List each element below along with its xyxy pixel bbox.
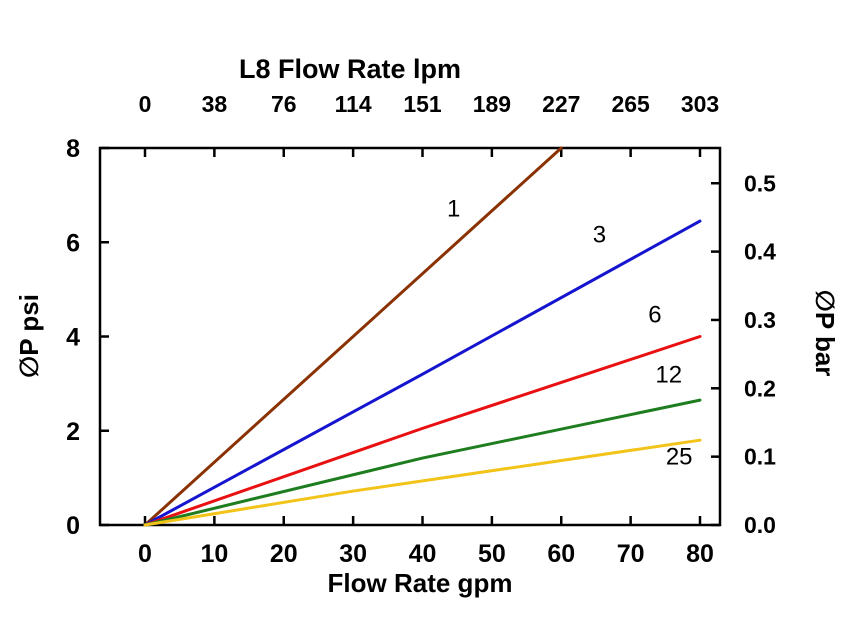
- plot-layer: 0 10 20 30 40 50 60 70 800 38 76 114 151 189 227 265 303…: [66, 91, 776, 568]
- series-label-12: 12: [655, 362, 682, 389]
- x-axis-label-bottom: Flow Rate gpm: [328, 568, 513, 598]
- x-top-tick-label: 0: [139, 91, 152, 117]
- series-label-3: 3: [593, 221, 606, 248]
- x-bottom-tick-label: 70: [617, 540, 645, 568]
- x-bottom-tick-label: 50: [478, 540, 506, 568]
- x-top-tick-label: 114: [335, 91, 372, 117]
- series-label-1: 1: [447, 195, 460, 222]
- series-line-1: [143, 146, 563, 527]
- x-top-tick-label: 76: [271, 91, 297, 117]
- y-right-tick-label: 0.1: [744, 444, 776, 470]
- series-line-25: [143, 438, 702, 527]
- x-bottom-tick-label: 10: [200, 540, 228, 568]
- x-top-tick-label: 189: [473, 91, 511, 117]
- x-bottom-tick-label: 30: [339, 540, 367, 568]
- chart-title: L8 Flow Rate lpm: [239, 54, 461, 84]
- series-label-25: 25: [666, 444, 693, 471]
- y-left-tick-label: 2: [66, 418, 80, 446]
- y-right-tick-label: 0.2: [744, 375, 776, 401]
- y-left-tick-label: 0: [66, 512, 80, 540]
- x-bottom-tick-label: 20: [270, 540, 298, 568]
- x-bottom-tick-label: 80: [686, 540, 714, 568]
- x-top-tick-label: 227: [542, 91, 580, 117]
- y-right-tick-label: 0.5: [744, 170, 776, 196]
- series-line-3: [143, 219, 702, 527]
- x-top-tick-label: 303: [681, 91, 719, 117]
- plot-frame: [98, 146, 722, 527]
- series-label-6: 6: [648, 301, 661, 328]
- y-left-tick-label: 6: [66, 229, 80, 257]
- y-left-tick-label: 8: [66, 135, 80, 163]
- x-top-tick-label: 151: [403, 91, 442, 117]
- x-bottom-tick-label: 0: [138, 540, 152, 568]
- x-bottom-tick-label: 60: [547, 540, 575, 568]
- y-right-tick-label: 0.3: [744, 307, 776, 333]
- y-right-tick-label: 0.4: [744, 239, 776, 265]
- x-bottom-tick-label: 40: [409, 540, 437, 568]
- y-right-tick-label: 0.0: [744, 512, 776, 538]
- series-line-6: [143, 335, 702, 527]
- y-axis-label-left: ∅P psi: [14, 294, 44, 378]
- series-line-12: [143, 398, 702, 527]
- x-top-tick-label: 265: [611, 91, 650, 117]
- x-top-tick-label: 38: [202, 91, 228, 117]
- y-left-tick-label: 4: [66, 324, 80, 352]
- y-axis-label-right: ∅P bar: [810, 290, 840, 377]
